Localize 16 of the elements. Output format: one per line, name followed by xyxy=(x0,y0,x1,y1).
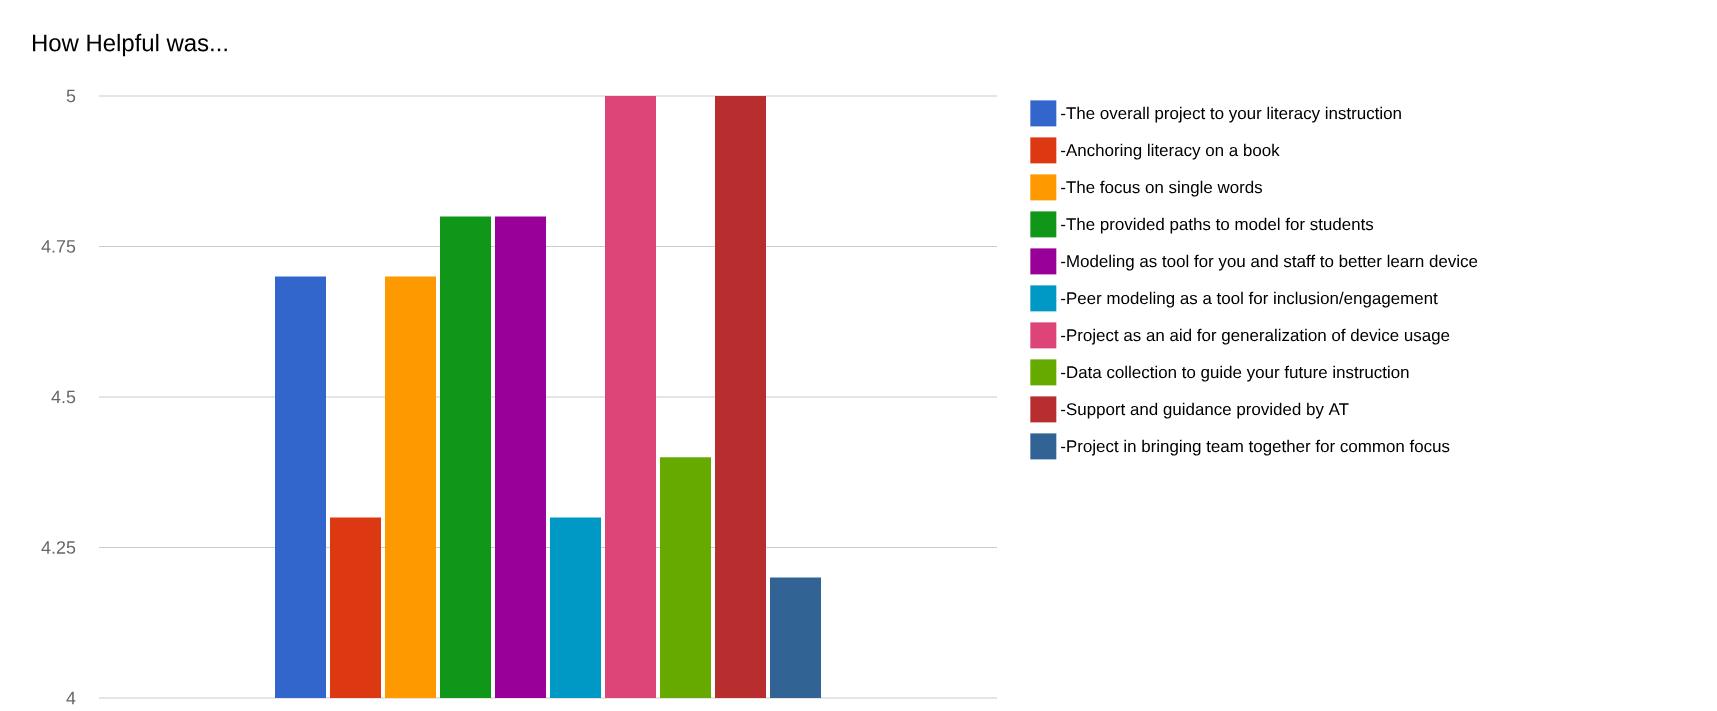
y-tick-label: 5 xyxy=(66,89,76,103)
legend-label: -Peer modeling as a tool for inclusion/engagement xyxy=(1061,291,1438,308)
legend-label: -Project as an aid for generalization of device usage xyxy=(1061,328,1450,345)
y-tick-label: 4.75 xyxy=(41,240,76,253)
legend-label: -Anchoring literacy on a book xyxy=(1061,143,1280,160)
legend-label: -The provided paths to model for students xyxy=(1061,217,1374,234)
y-tick-label: 4.5 xyxy=(51,390,76,404)
legend-label: -Project in bringing team together for common focus xyxy=(1061,439,1450,456)
legend-label: -Data collection to guide your future instruction xyxy=(1061,365,1409,382)
y-tick-label: 4 xyxy=(66,691,76,705)
legend-label: -Modeling as tool for you and staff to better learn device xyxy=(1061,254,1478,271)
legend-label: -The overall project to your literacy instruction xyxy=(1061,106,1401,123)
chart-title: How Helpful was... xyxy=(33,33,227,57)
legend-label: -Support and guidance provided by AT xyxy=(1061,402,1349,419)
y-tick-label: 4.25 xyxy=(41,541,76,554)
legend-label: -The focus on single words xyxy=(1061,180,1263,197)
